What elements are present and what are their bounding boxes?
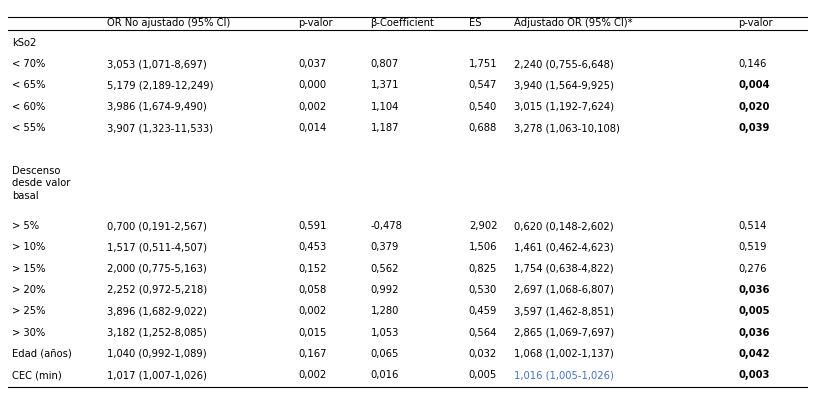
Text: 0,146: 0,146 <box>738 59 767 69</box>
Text: 0,547: 0,547 <box>468 80 497 90</box>
Text: 0,700 (0,191-2,567): 0,700 (0,191-2,567) <box>107 221 206 231</box>
Text: 5,179 (2,189-12,249): 5,179 (2,189-12,249) <box>107 80 213 90</box>
Text: 1,040 (0,992-1,089): 1,040 (0,992-1,089) <box>107 349 206 359</box>
Text: CEC (min): CEC (min) <box>12 370 62 380</box>
Text: 0,003: 0,003 <box>738 370 769 380</box>
Text: 1,751: 1,751 <box>468 59 498 69</box>
Text: 0,379: 0,379 <box>370 242 399 252</box>
Text: 3,907 (1,323-11,533): 3,907 (1,323-11,533) <box>107 123 212 133</box>
Text: 0,540: 0,540 <box>468 102 497 112</box>
Text: 0,005: 0,005 <box>468 370 497 380</box>
Text: 2,000 (0,775-5,163): 2,000 (0,775-5,163) <box>107 264 206 273</box>
Text: > 10%: > 10% <box>12 242 46 252</box>
Text: 0,015: 0,015 <box>299 327 327 338</box>
Text: p-valor: p-valor <box>299 19 333 28</box>
Text: 1,068 (1,002-1,137): 1,068 (1,002-1,137) <box>514 349 614 359</box>
Text: 0,514: 0,514 <box>738 221 767 231</box>
Text: 1,104: 1,104 <box>370 102 399 112</box>
Text: 1,053: 1,053 <box>370 327 399 338</box>
Text: 0,620 (0,148-2,602): 0,620 (0,148-2,602) <box>514 221 614 231</box>
Text: 3,940 (1,564-9,925): 3,940 (1,564-9,925) <box>514 80 614 90</box>
Text: p-valor: p-valor <box>738 19 773 28</box>
Text: < 55%: < 55% <box>12 123 46 133</box>
Text: 3,015 (1,192-7,624): 3,015 (1,192-7,624) <box>514 102 614 112</box>
Text: > 5%: > 5% <box>12 221 39 231</box>
Text: 0,004: 0,004 <box>738 80 769 90</box>
Text: 0,167: 0,167 <box>299 349 327 359</box>
Text: Adjustado OR (95% CI)*: Adjustado OR (95% CI)* <box>514 19 633 28</box>
Text: 0,688: 0,688 <box>468 123 497 133</box>
Text: 0,014: 0,014 <box>299 123 326 133</box>
Text: 0,530: 0,530 <box>468 285 497 295</box>
Text: > 15%: > 15% <box>12 264 46 273</box>
Text: OR No ajustado (95% CI): OR No ajustado (95% CI) <box>107 19 230 28</box>
Text: < 70%: < 70% <box>12 59 46 69</box>
Text: 0,065: 0,065 <box>370 349 399 359</box>
Text: 0,562: 0,562 <box>370 264 399 273</box>
Text: 1,280: 1,280 <box>370 306 399 316</box>
Text: 0,564: 0,564 <box>468 327 497 338</box>
Text: 0,152: 0,152 <box>299 264 327 273</box>
Text: 1,506: 1,506 <box>468 242 497 252</box>
Text: 1,371: 1,371 <box>370 80 399 90</box>
Text: 0,020: 0,020 <box>738 102 769 112</box>
Text: 0,037: 0,037 <box>299 59 326 69</box>
Text: Descenso
desde valor
basal: Descenso desde valor basal <box>12 166 70 201</box>
Text: 1,754 (0,638-4,822): 1,754 (0,638-4,822) <box>514 264 614 273</box>
Text: < 65%: < 65% <box>12 80 46 90</box>
Text: 3,986 (1,674-9,490): 3,986 (1,674-9,490) <box>107 102 206 112</box>
Text: -0,478: -0,478 <box>370 221 402 231</box>
Text: 0,459: 0,459 <box>468 306 497 316</box>
Text: 2,697 (1,068-6,807): 2,697 (1,068-6,807) <box>514 285 614 295</box>
Text: 3,053 (1,071-8,697): 3,053 (1,071-8,697) <box>107 59 206 69</box>
Text: > 25%: > 25% <box>12 306 46 316</box>
Text: 0,002: 0,002 <box>299 102 326 112</box>
Text: 0,992: 0,992 <box>370 285 399 295</box>
Text: 1,517 (0,511-4,507): 1,517 (0,511-4,507) <box>107 242 206 252</box>
Text: 0,591: 0,591 <box>299 221 327 231</box>
Text: 0,807: 0,807 <box>370 59 399 69</box>
Text: 0,039: 0,039 <box>738 123 769 133</box>
Text: 0,005: 0,005 <box>738 306 769 316</box>
Text: 0,276: 0,276 <box>738 264 767 273</box>
Text: < 60%: < 60% <box>12 102 46 112</box>
Text: Edad (años): Edad (años) <box>12 349 72 359</box>
Text: 3,597 (1,462-8,851): 3,597 (1,462-8,851) <box>514 306 614 316</box>
Text: 1,461 (0,462-4,623): 1,461 (0,462-4,623) <box>514 242 614 252</box>
Text: β-Coefficient: β-Coefficient <box>370 19 434 28</box>
Text: 0,032: 0,032 <box>468 349 497 359</box>
Text: 0,036: 0,036 <box>738 327 769 338</box>
Text: 3,278 (1,063-10,108): 3,278 (1,063-10,108) <box>514 123 620 133</box>
Text: 2,902: 2,902 <box>468 221 497 231</box>
Text: 0,002: 0,002 <box>299 370 326 380</box>
Text: 2,865 (1,069-7,697): 2,865 (1,069-7,697) <box>514 327 614 338</box>
Text: 0,036: 0,036 <box>738 285 769 295</box>
Text: 0,000: 0,000 <box>299 80 326 90</box>
Text: ES: ES <box>468 19 481 28</box>
Text: > 20%: > 20% <box>12 285 46 295</box>
Text: 1,017 (1,007-1,026): 1,017 (1,007-1,026) <box>107 370 206 380</box>
Text: > 30%: > 30% <box>12 327 46 338</box>
Text: 2,240 (0,755-6,648): 2,240 (0,755-6,648) <box>514 59 614 69</box>
Text: 0,042: 0,042 <box>738 349 769 359</box>
Text: 0,058: 0,058 <box>299 285 326 295</box>
Text: 0,453: 0,453 <box>299 242 326 252</box>
Text: 0,002: 0,002 <box>299 306 326 316</box>
Text: 1,187: 1,187 <box>370 123 399 133</box>
Text: 2,252 (0,972-5,218): 2,252 (0,972-5,218) <box>107 285 206 295</box>
Text: kSo2: kSo2 <box>12 38 37 48</box>
Text: 3,182 (1,252-8,085): 3,182 (1,252-8,085) <box>107 327 206 338</box>
Text: 0,519: 0,519 <box>738 242 767 252</box>
Text: 1,016 (1,005-1,026): 1,016 (1,005-1,026) <box>514 370 614 380</box>
Text: 3,896 (1,682-9,022): 3,896 (1,682-9,022) <box>107 306 206 316</box>
Text: 0,825: 0,825 <box>468 264 497 273</box>
Text: 0,016: 0,016 <box>370 370 399 380</box>
